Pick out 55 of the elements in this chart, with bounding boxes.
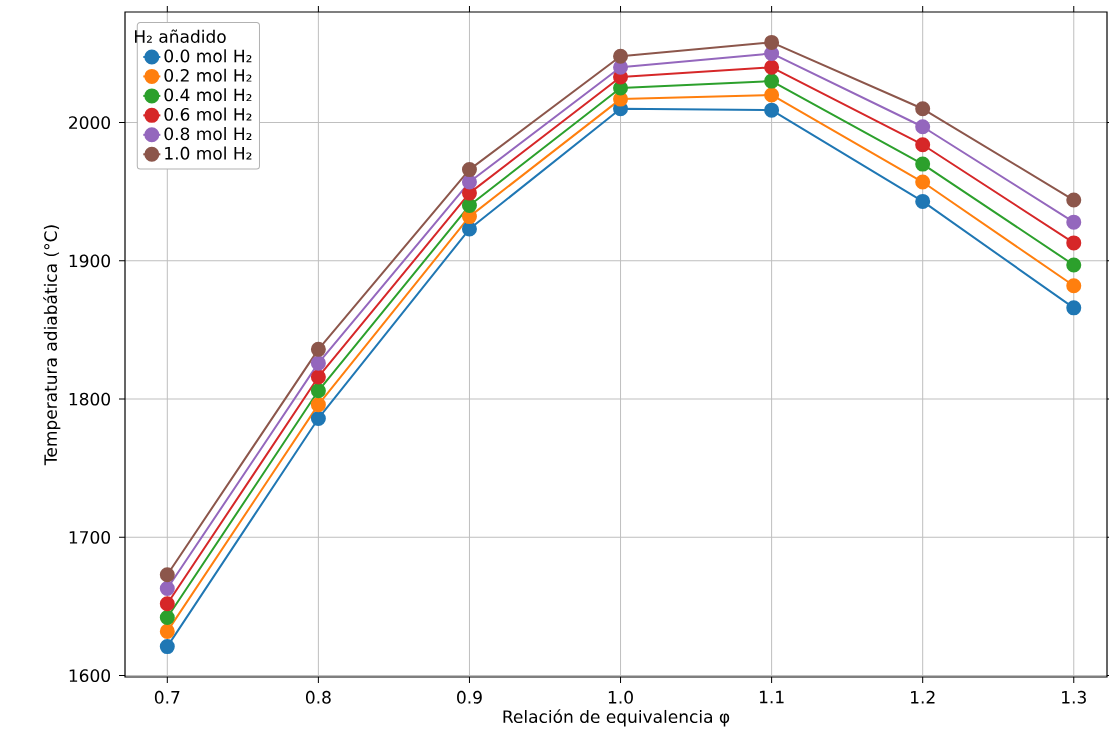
x-tick-label: 0.7 bbox=[154, 690, 180, 704]
point bbox=[310, 397, 326, 413]
point bbox=[310, 410, 326, 426]
x-tick-label: 1.3 bbox=[1062, 690, 1086, 704]
legend-label: 0.0 mol H₂ bbox=[164, 49, 252, 63]
point bbox=[159, 623, 175, 639]
point bbox=[1066, 235, 1082, 251]
point bbox=[310, 369, 326, 385]
point bbox=[764, 34, 780, 50]
legend-label: 0.8 mol H₂ bbox=[164, 127, 252, 141]
y-tick-label: 1700 bbox=[69, 530, 110, 544]
legend-label: 0.6 mol H₂ bbox=[164, 107, 252, 121]
point bbox=[310, 355, 326, 371]
point bbox=[915, 137, 931, 153]
legend-title: H₂ añadido bbox=[135, 29, 226, 43]
point bbox=[764, 87, 780, 103]
point bbox=[159, 610, 175, 626]
point bbox=[1066, 300, 1082, 316]
point bbox=[159, 639, 175, 655]
point bbox=[764, 102, 780, 118]
point bbox=[1066, 214, 1082, 230]
point bbox=[613, 48, 629, 64]
y-tick-label: 2000 bbox=[69, 116, 110, 130]
point bbox=[915, 101, 931, 117]
point bbox=[159, 581, 175, 597]
point bbox=[310, 341, 326, 357]
point bbox=[764, 59, 780, 75]
point bbox=[310, 383, 326, 399]
point bbox=[915, 174, 931, 190]
point bbox=[1066, 192, 1082, 208]
point bbox=[461, 174, 477, 190]
x-tick-label: 1.2 bbox=[911, 690, 935, 704]
point bbox=[764, 73, 780, 89]
point bbox=[461, 221, 477, 237]
x-tick-label: 1.1 bbox=[759, 690, 784, 704]
legend-label: 1.0 mol H₂ bbox=[165, 146, 252, 160]
point bbox=[159, 596, 175, 612]
legend-label: 0.4 mol H₂ bbox=[164, 88, 252, 102]
point bbox=[159, 567, 175, 583]
y-tick-label: 1600 bbox=[69, 669, 110, 683]
x-tick-label: 0.8 bbox=[305, 690, 331, 704]
point bbox=[1066, 257, 1082, 273]
point bbox=[915, 193, 931, 209]
y-axis-title: Temperatura adiabática (°C) bbox=[43, 225, 61, 466]
x-tick-label: 1.0 bbox=[608, 690, 633, 704]
point bbox=[1066, 278, 1082, 294]
point bbox=[915, 156, 931, 172]
x-tick-label: 0.9 bbox=[457, 690, 482, 704]
legend-label: 0.2 mol H₂ bbox=[164, 68, 252, 82]
point bbox=[461, 198, 477, 214]
point bbox=[461, 162, 477, 178]
point bbox=[915, 119, 931, 135]
x-axis-title: Relación de equivalencia φ bbox=[503, 709, 730, 727]
y-tick-label: 1800 bbox=[69, 392, 110, 406]
y-tick-label: 1900 bbox=[69, 254, 110, 268]
